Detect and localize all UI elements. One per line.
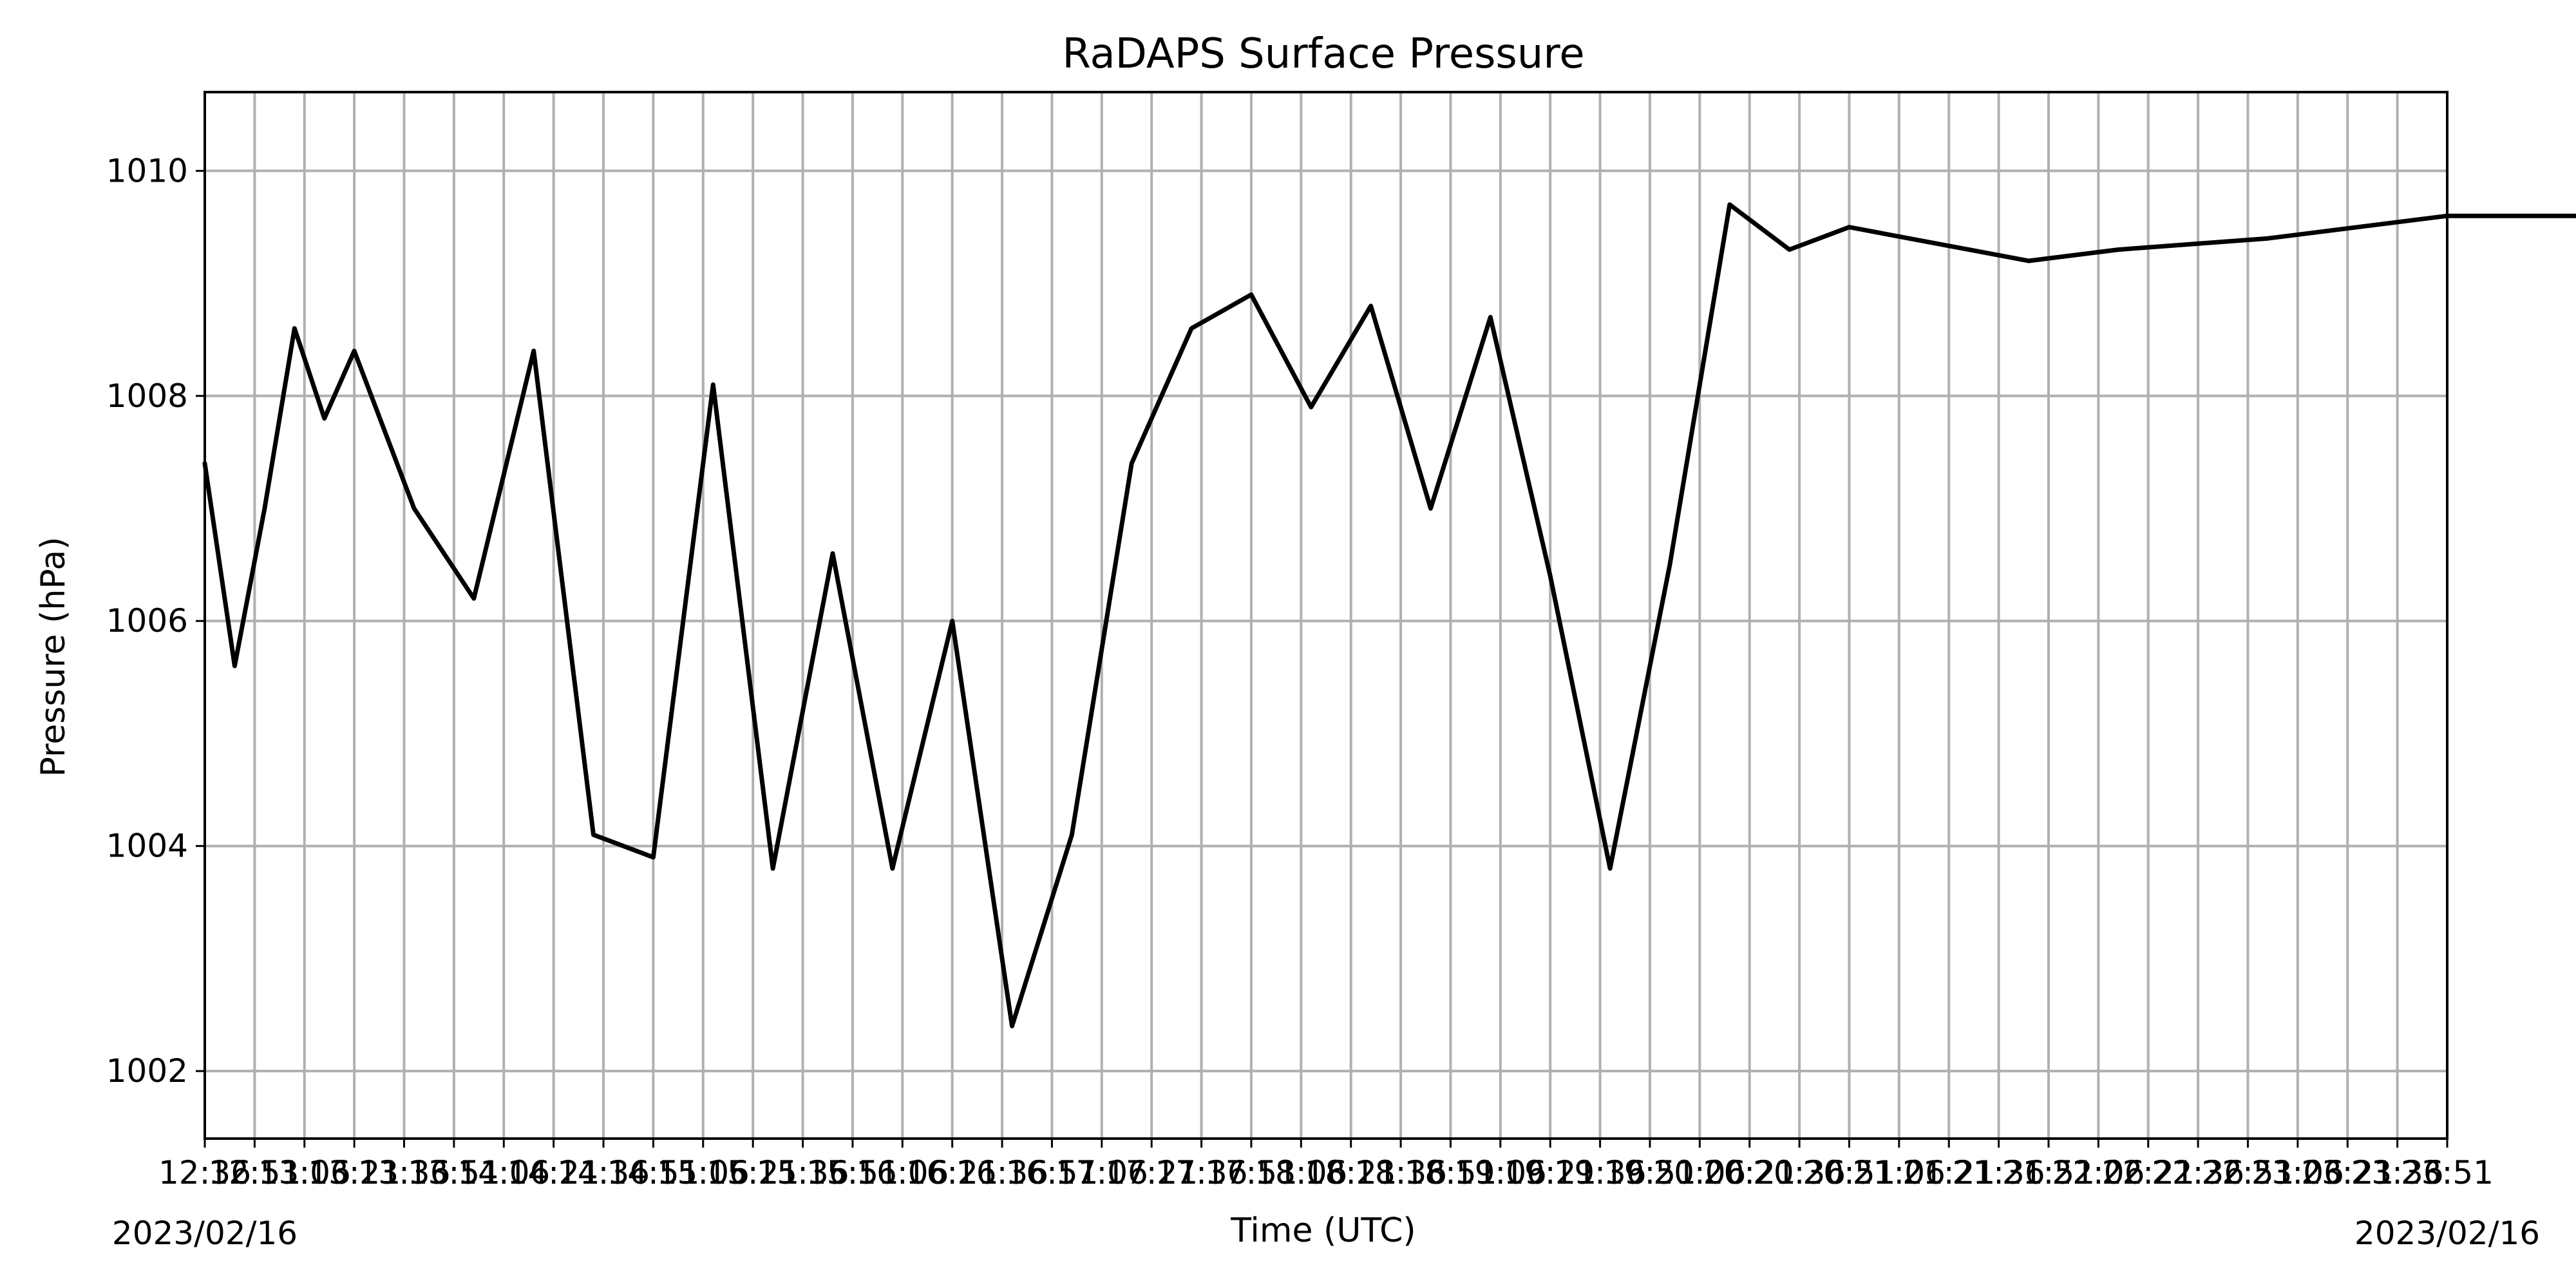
- x-tick-label: 16:36: [956, 1154, 1048, 1191]
- x-tick-label: 16:51: [1005, 1154, 1098, 1191]
- x-tick-label: 22:06: [2052, 1154, 2145, 1191]
- x-tick-label: 14:36: [557, 1154, 650, 1191]
- x-tick-label: 14:06: [457, 1154, 550, 1191]
- x-tick-label: 14:21: [507, 1154, 600, 1191]
- y-tick-labels: 1002 1004 1006 1008 1010: [106, 152, 188, 1090]
- x-tick-label: 21:21: [1902, 1154, 1995, 1191]
- series-line: [202, 202, 2576, 1028]
- x-tick-label: 19:21: [1504, 1154, 1596, 1191]
- x-tick-label: 18:51: [1404, 1154, 1497, 1191]
- x-tick-label: 13:36: [357, 1154, 450, 1191]
- chart-title: RaDAPS Surface Pressure: [1062, 30, 1584, 78]
- x-tick-label: 12:51: [208, 1154, 301, 1191]
- y-tick-label: 1002: [106, 1052, 188, 1090]
- x-tick-label: 18:06: [1255, 1154, 1347, 1191]
- y-tick-label: 1004: [106, 828, 188, 865]
- x-tick-label: 12:36: [158, 1154, 251, 1191]
- end-date-label: 2023/02/16: [2354, 1215, 2540, 1252]
- x-tick-label: 23:36: [2351, 1154, 2444, 1191]
- x-tick-label: 13:51: [408, 1154, 500, 1191]
- tick-marks: [196, 169, 2448, 1148]
- x-tick-label: 18:36: [1354, 1154, 1447, 1191]
- x-tick-label: 22:21: [2102, 1154, 2195, 1191]
- x-tick-label: 13:06: [258, 1154, 351, 1191]
- x-tick-label: 19:51: [1604, 1154, 1696, 1191]
- y-tick-label: 1010: [106, 152, 188, 189]
- x-tick-label: 17:51: [1205, 1154, 1298, 1191]
- x-tick-label: 23:21: [2301, 1154, 2394, 1191]
- x-tick-label: 17:21: [1105, 1154, 1198, 1191]
- series-layer: [202, 202, 2576, 1028]
- x-tick-label: 19:36: [1554, 1154, 1647, 1191]
- x-tick-label: 16:06: [856, 1154, 949, 1191]
- x-tick-label: 19:06: [1454, 1154, 1547, 1191]
- y-tick-label: 1008: [106, 377, 188, 415]
- x-tick-label: 23:51: [2401, 1154, 2494, 1191]
- x-tick-label: 18:21: [1305, 1154, 1397, 1191]
- x-tick-label: 14:51: [607, 1154, 699, 1191]
- x-tick-label: 15:06: [657, 1154, 750, 1191]
- plot-area-frame: [204, 91, 2448, 1140]
- x-tick-label: 17:36: [1155, 1154, 1248, 1191]
- start-date-label: 2023/02/16: [112, 1215, 298, 1252]
- x-tick-label: 20:51: [1803, 1154, 1895, 1191]
- x-tick-label: 22:36: [2152, 1154, 2244, 1191]
- x-tick-label: 22:51: [2201, 1154, 2294, 1191]
- x-tick-label: 16:21: [906, 1154, 999, 1191]
- x-tick-labels: 12:3612:5113:0613:2113:3613:5114:0614:21…: [158, 1154, 2494, 1191]
- x-tick-label: 13:21: [308, 1154, 401, 1191]
- x-tick-label: 21:36: [1953, 1154, 2045, 1191]
- x-tick-label: 15:51: [806, 1154, 899, 1191]
- x-tick-label: 17:06: [1056, 1154, 1148, 1191]
- x-tick-label: 15:21: [706, 1154, 799, 1191]
- y-axis-label: Pressure (hPa): [34, 537, 73, 777]
- x-tick-label: 23:06: [2251, 1154, 2344, 1191]
- x-tick-label: 20:06: [1653, 1154, 1746, 1191]
- x-tick-label: 20:21: [1703, 1154, 1796, 1191]
- x-axis-label: Time (UTC): [1230, 1211, 1416, 1250]
- x-tick-label: 20:36: [1753, 1154, 1846, 1191]
- x-tick-label: 21:06: [1853, 1154, 1946, 1191]
- y-tick-label: 1006: [106, 602, 188, 639]
- x-tick-label: 15:36: [756, 1154, 849, 1191]
- x-tick-label: 21:51: [2002, 1154, 2095, 1191]
